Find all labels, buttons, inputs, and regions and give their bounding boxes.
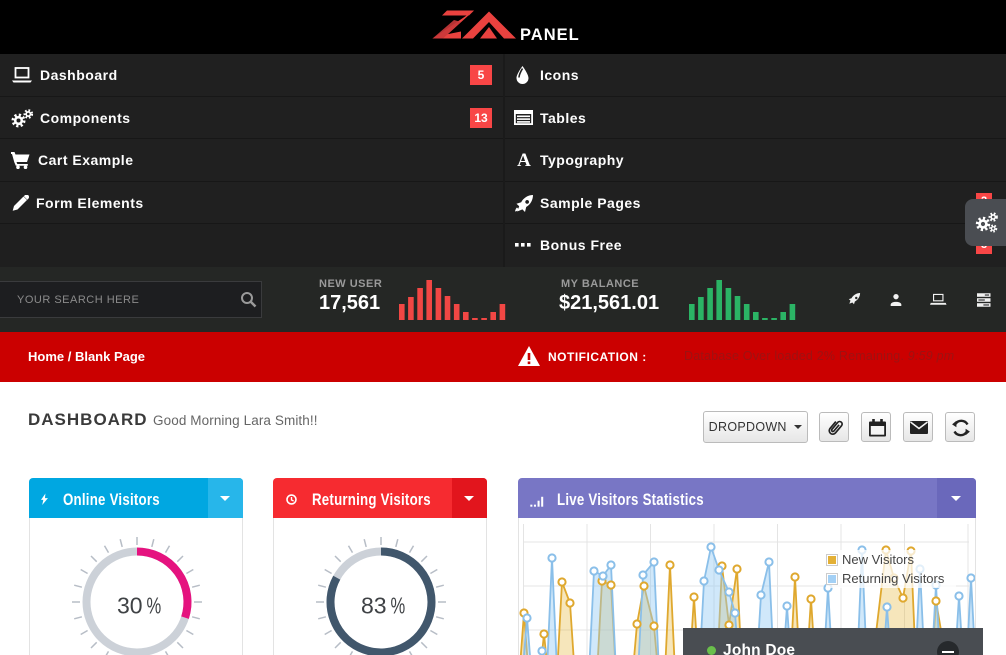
svg-text:%: % xyxy=(391,594,406,619)
svg-text:%: % xyxy=(147,594,162,619)
svg-text:83: 83 xyxy=(361,593,387,619)
svg-text:A: A xyxy=(517,150,531,169)
svg-text:30: 30 xyxy=(117,593,143,619)
